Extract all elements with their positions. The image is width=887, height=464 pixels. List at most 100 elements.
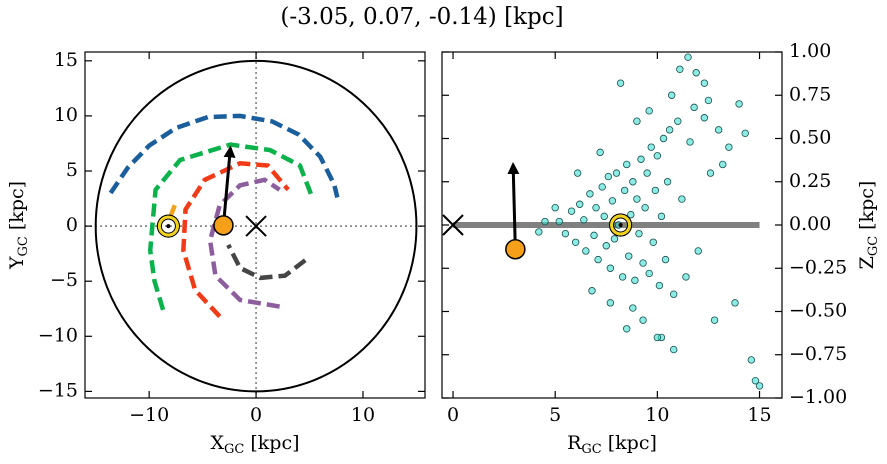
scatter-point: [631, 276, 639, 285]
scatter-point: [641, 203, 649, 212]
scatter-point: [719, 160, 727, 169]
scatter-point: [661, 255, 670, 264]
spiral-arm: [166, 204, 177, 223]
scatter-point: [741, 129, 749, 138]
scatter-point: [663, 178, 672, 186]
scatter-point: [735, 100, 743, 108]
y-tick-label: 0.00: [789, 213, 831, 235]
y-tick-label: −5: [50, 269, 78, 291]
scatter-point: [606, 264, 615, 272]
axis-label: ZGC [kpc]: [856, 181, 881, 270]
scatter-point: [710, 316, 719, 324]
star-marker: [505, 238, 526, 260]
sun-dot: [166, 224, 171, 229]
scatter-point: [637, 155, 645, 163]
axis-label-main: Y: [6, 256, 28, 270]
scatter-point: [580, 216, 588, 224]
y-tick-label: 5: [66, 159, 78, 181]
spiral-arm: [226, 243, 307, 281]
sun-ring: [156, 214, 180, 238]
scatter-point: [686, 138, 694, 146]
scatter-point: [610, 235, 619, 243]
scatter-point: [639, 259, 647, 267]
scatter-point: [571, 238, 580, 246]
scatter-point: [627, 210, 635, 219]
scatter-point: [747, 356, 756, 364]
sun-ring: [160, 218, 176, 234]
scatter-point: [725, 143, 733, 151]
y-tick-label: −1.00: [789, 386, 847, 408]
scatter-point: [541, 217, 549, 226]
x-tick-label: 5: [549, 404, 561, 426]
galactic-center: [245, 215, 267, 237]
y-tick-label: 0: [66, 214, 78, 236]
scatter-point: [665, 126, 674, 134]
axis-label: RGC [kpc]: [567, 432, 657, 457]
axis-label-main: Z: [856, 256, 878, 269]
y-tick-label: −0.25: [789, 256, 847, 278]
scatter-point: [676, 65, 684, 73]
axis-label-sub: GC: [16, 236, 31, 256]
scatter-point: [678, 195, 686, 203]
scatter-point: [704, 96, 713, 105]
scatter-point: [620, 186, 629, 195]
x-tick-label: 15: [747, 404, 771, 426]
scatter-point: [608, 197, 617, 205]
axis-label-unit: [kpc]: [6, 181, 28, 230]
scatter-point: [606, 299, 615, 307]
sun-dot: [618, 223, 623, 227]
scatter-point: [639, 316, 647, 324]
y-tick-label: −0.50: [789, 300, 847, 322]
scatter-point: [616, 79, 625, 87]
y-tick-label: 0.75: [789, 83, 831, 105]
scatter-point: [670, 345, 678, 354]
scatter-point: [573, 169, 582, 177]
scatter-point: [655, 281, 664, 290]
axis-label: XGC [kpc]: [210, 432, 299, 457]
y-tick-label: −0.75: [789, 343, 847, 365]
scatter-point: [714, 126, 723, 134]
axis-label-sub: GC: [581, 442, 601, 457]
scatter-point: [598, 183, 606, 191]
x-tick-label: 10: [645, 404, 669, 426]
scatter-point: [682, 273, 690, 281]
scatter-point: [645, 107, 653, 115]
y-tick-label: 0.25: [789, 170, 831, 192]
scatter-point: [567, 207, 576, 215]
velocity-arrow: [507, 162, 520, 250]
velocity-arrow: [221, 145, 236, 226]
axis-label-unit: [kpc]: [250, 432, 299, 454]
scatter-point: [535, 228, 543, 236]
scatter-point: [694, 247, 702, 255]
axis-label: YGC [kpc]: [6, 181, 31, 270]
scatter-point: [657, 212, 666, 221]
scatter-point: [653, 152, 662, 160]
sun-marker: [608, 213, 633, 237]
scatter-point: [706, 169, 715, 177]
x-tick-label: −10: [129, 404, 169, 426]
scatter-point: [594, 255, 602, 264]
scatter-point: [653, 333, 662, 342]
plot-frame: [84, 51, 426, 399]
axis-label-sub: GC: [866, 236, 881, 256]
axis-label-sub: GC: [224, 442, 244, 457]
x-tick-label: 0: [447, 404, 459, 426]
spiral-arm: [147, 142, 315, 311]
scatter-point: [592, 203, 600, 212]
scatter-point: [600, 212, 608, 221]
scatter-point: [684, 53, 692, 61]
scatter-point: [700, 114, 709, 122]
scatter-point: [690, 103, 698, 112]
y-tick-label: 0.50: [789, 127, 831, 149]
scatter-point: [623, 325, 631, 333]
scatter-point: [731, 299, 739, 307]
center-stroke: [442, 214, 464, 236]
y-tick-label: 15: [54, 49, 78, 71]
scatter-point: [649, 238, 657, 246]
axis-label-unit: [kpc]: [608, 432, 657, 454]
x-tick-label: 0: [250, 404, 262, 426]
scatter-point: [586, 190, 594, 198]
scatter-point: [551, 203, 559, 212]
scatter-point: [618, 273, 627, 281]
